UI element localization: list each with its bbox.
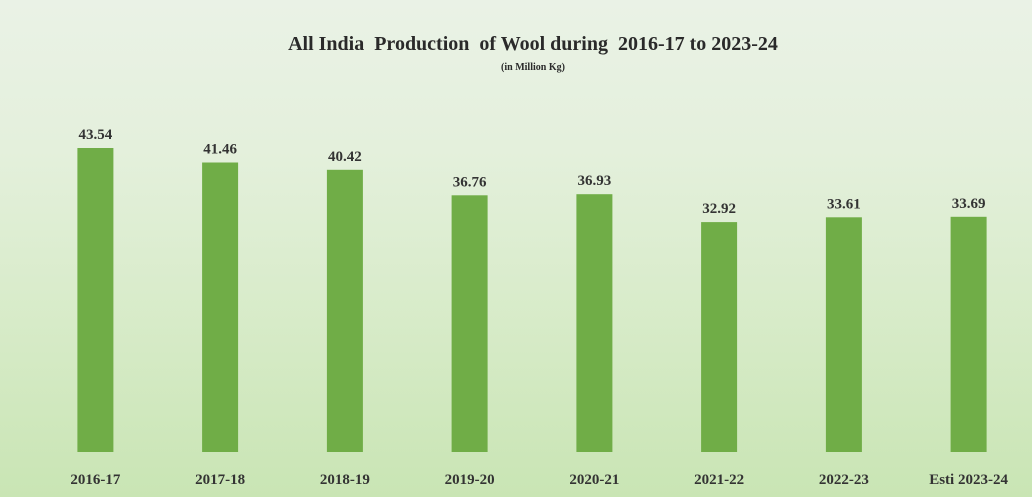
x-tick-label: 2019-20 [445,472,495,488]
bar-2021-22 [701,222,738,452]
value-label: 43.54 [79,127,113,143]
chart-title: All India Production of Wool during 2016… [288,33,778,55]
bars-layer [77,148,987,453]
x-tick-label: 2020-21 [569,472,619,488]
tick-labels-layer: 2016-17 2017-18 2018-19 2019-20 2020-21 2021-… [70,472,1008,488]
bar-esti-2023-24 [950,216,987,452]
bar-2017-18 [202,162,239,452]
bar-2018-19 [326,169,363,453]
bar-2016-17 [77,148,114,452]
value-label: 40.42 [328,149,362,165]
value-label: 41.46 [203,142,237,158]
value-label: 32.92 [702,201,736,217]
x-tick-label: 2021-22 [694,472,744,488]
value-label: 36.93 [578,173,612,189]
bar-2022-23 [825,217,862,452]
x-tick-label: Esti 2023-24 [929,472,1008,488]
bar-2020-21 [576,194,613,452]
x-tick-label: 2016-17 [70,472,120,488]
value-label: 33.69 [952,196,986,212]
chart-subtitle: (in Million Kg) [501,62,565,73]
value-label: 33.61 [827,196,861,212]
value-label: 36.76 [453,174,487,190]
x-tick-label: 2022-23 [819,472,869,488]
x-tick-label: 2017-18 [195,472,245,488]
value-labels-layer: 43.54 41.46 40.42 36.76 36.93 32.92 33.61 33.69 [79,127,986,217]
x-tick-label: 2018-19 [320,472,370,488]
bar-2019-20 [451,195,488,453]
